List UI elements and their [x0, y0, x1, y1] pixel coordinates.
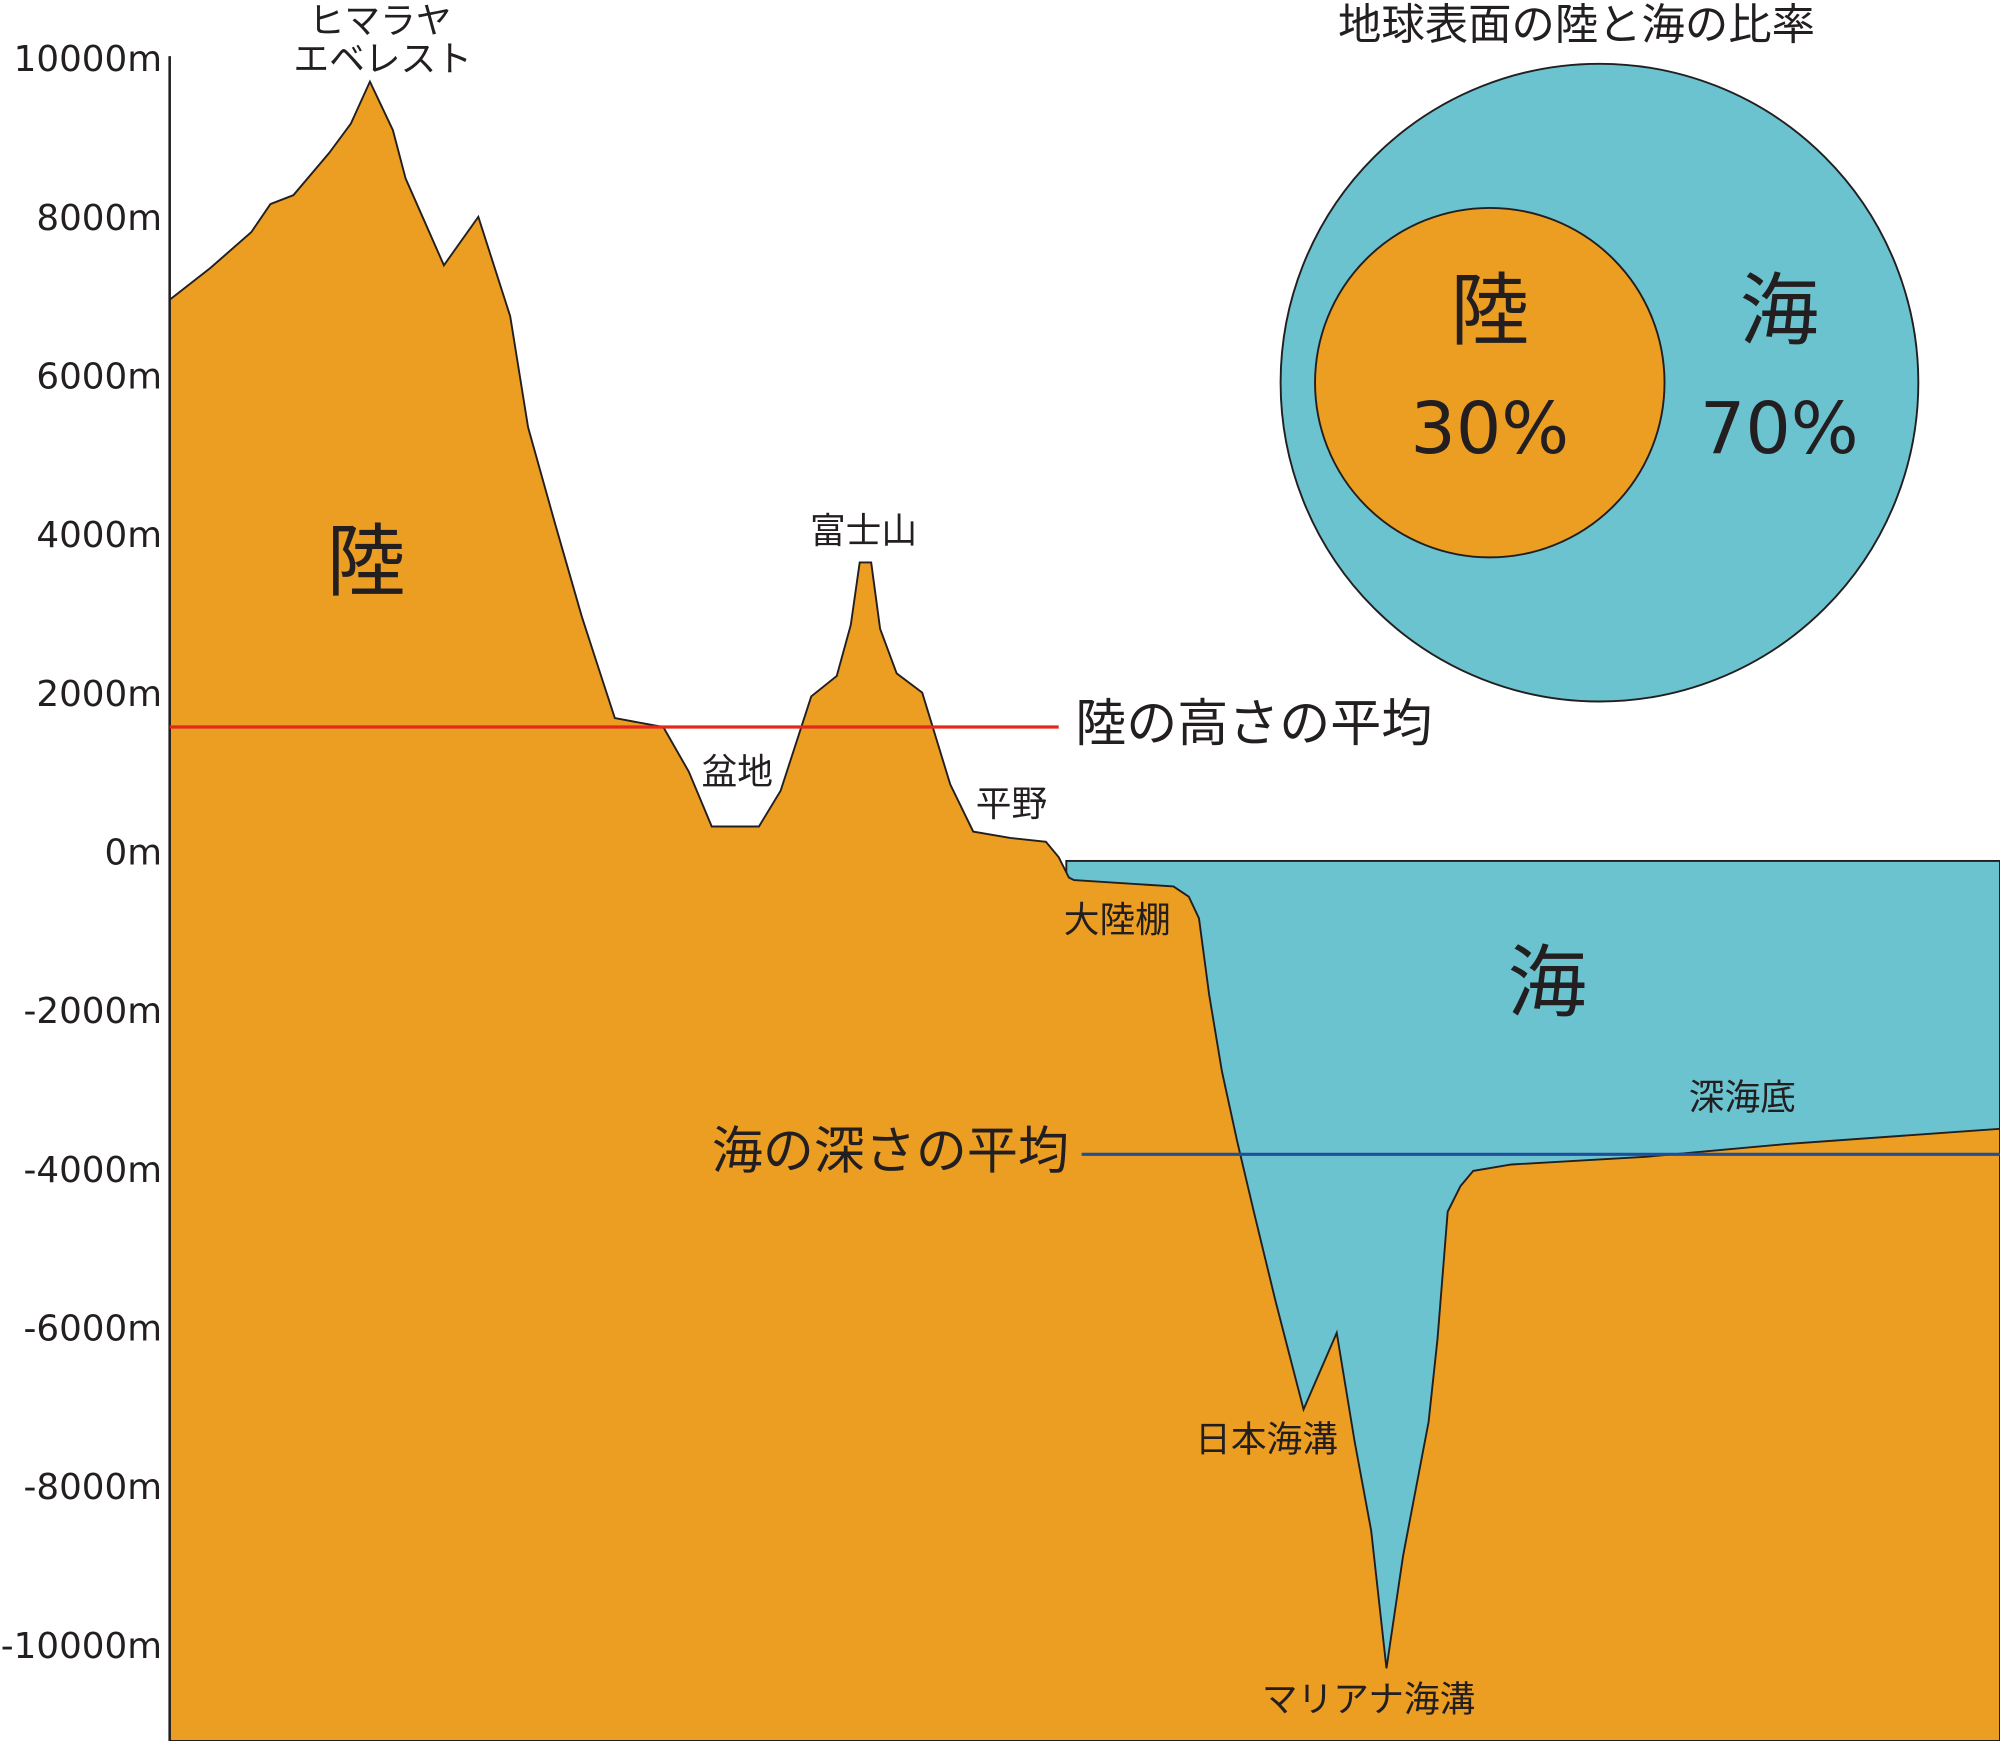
sea-label: 海 [1508, 937, 1587, 1029]
y-tick-label: 4000m [36, 515, 162, 556]
y-tick-label: -10000m [1, 1626, 162, 1667]
place-label: 平野 [976, 784, 1047, 825]
land-average-label: 陸の高さの平均 [1075, 695, 1432, 754]
y-tick-label: 6000m [36, 357, 162, 398]
y-tick-label: -4000m [23, 1150, 162, 1191]
place-label: 富士山 [810, 511, 917, 552]
sea-average-label: 海の深さの平均 [712, 1122, 1069, 1181]
land-circle-label: 陸 [1450, 265, 1529, 357]
y-tick-label: 2000m [36, 674, 162, 715]
place-label: マリアナ海溝 [1262, 1679, 1476, 1720]
y-tick-label: -6000m [23, 1309, 162, 1350]
place-label: ヒマラヤ [309, 1, 452, 42]
y-tick-label: -8000m [23, 1467, 162, 1508]
y-tick-label: 10000m [14, 39, 162, 80]
land-percent: 30% [1410, 387, 1569, 470]
place-label: 深海底 [1689, 1077, 1796, 1118]
land-label: 陸 [327, 516, 406, 608]
y-tick-label: -2000m [23, 991, 162, 1032]
y-tick-label: 0m [105, 833, 162, 874]
sea-circle-label: 海 [1740, 265, 1819, 357]
ratio-title: 地球表面の陸と海の比率 [1338, 1, 1815, 51]
place-label: 大陸棚 [1064, 900, 1171, 941]
y-tick-label: 8000m [36, 198, 162, 239]
place-label: 盆地 [702, 752, 773, 793]
place-label: 日本海溝 [1195, 1419, 1338, 1460]
place-label: エベレスト [293, 39, 472, 80]
land-circle [1314, 206, 1666, 559]
land-area [168, 79, 2000, 1741]
sea-percent: 70% [1700, 387, 1859, 470]
